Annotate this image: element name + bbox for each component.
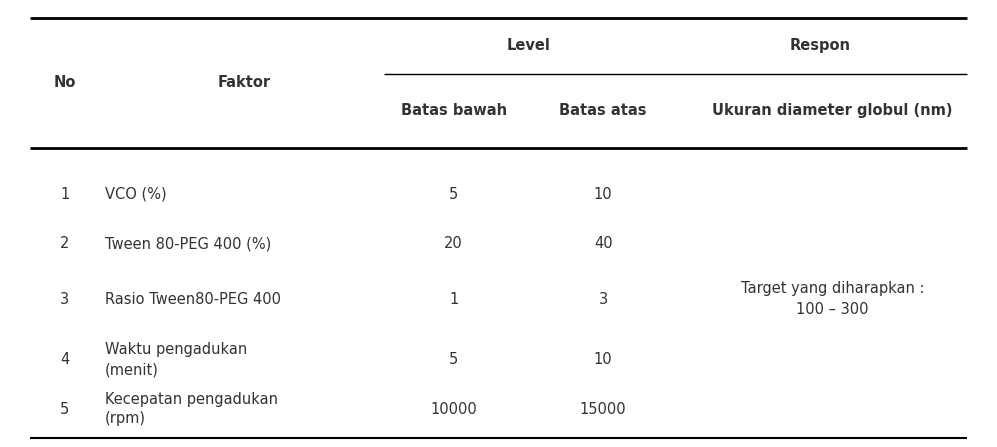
Text: 10000: 10000 <box>431 401 477 417</box>
Text: 10: 10 <box>594 187 612 202</box>
Text: 3: 3 <box>598 292 608 307</box>
Text: 2: 2 <box>60 236 70 251</box>
Text: 4: 4 <box>60 352 70 367</box>
Text: Batas bawah: Batas bawah <box>401 103 506 118</box>
Text: 15000: 15000 <box>580 401 626 417</box>
Text: 20: 20 <box>445 236 463 251</box>
Text: No: No <box>54 75 76 90</box>
Text: Respon: Respon <box>790 38 850 53</box>
Text: 1: 1 <box>60 187 70 202</box>
Text: 5: 5 <box>449 352 459 367</box>
Text: Target yang diharapkan :
100 – 300: Target yang diharapkan : 100 – 300 <box>741 282 924 317</box>
Text: Tween 80-PEG 400 (%): Tween 80-PEG 400 (%) <box>105 236 271 251</box>
Text: Faktor: Faktor <box>217 75 271 90</box>
Text: Level: Level <box>506 38 550 53</box>
Text: Batas atas: Batas atas <box>559 103 647 118</box>
Text: VCO (%): VCO (%) <box>105 187 166 202</box>
Text: 3: 3 <box>60 292 70 307</box>
Text: 10: 10 <box>594 352 612 367</box>
Text: 5: 5 <box>60 401 70 417</box>
Text: Ukuran diameter globul (nm): Ukuran diameter globul (nm) <box>712 103 953 118</box>
Text: 40: 40 <box>594 236 612 251</box>
Text: Waktu pengadukan
(menit): Waktu pengadukan (menit) <box>105 342 247 377</box>
Text: 5: 5 <box>449 187 459 202</box>
Text: 1: 1 <box>449 292 459 307</box>
Text: Rasio Tween80-PEG 400: Rasio Tween80-PEG 400 <box>105 292 281 307</box>
Text: Kecepatan pengadukan
(rpm): Kecepatan pengadukan (rpm) <box>105 392 278 426</box>
